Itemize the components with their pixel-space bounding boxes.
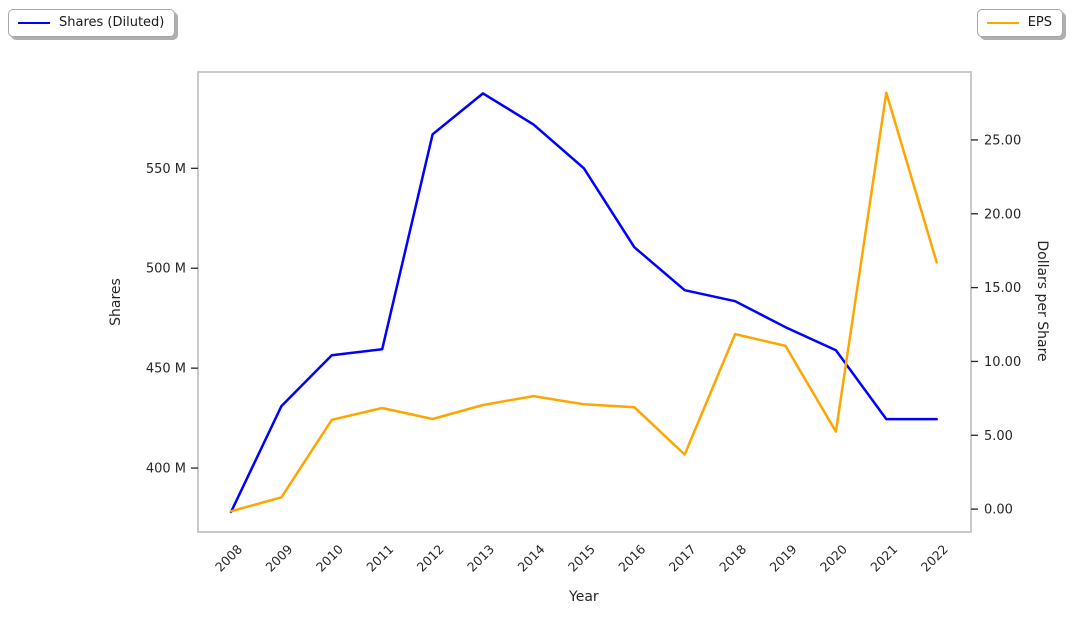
shares-line-swatch [18,22,50,24]
x-tick-label: 2011 [363,542,396,575]
left-tick-label: 450 M [146,362,186,377]
legend-eps[interactable]: EPS [976,9,1063,37]
series-line-eps [229,91,938,513]
right-tick-label: 25.00 [984,133,1021,148]
right-tick-label: 5.00 [984,429,1013,444]
right-tick-label: 0.00 [984,503,1013,518]
x-tick-label: 2012 [414,542,447,575]
x-tick-label: 2018 [716,541,749,574]
x-tick-label: 2010 [313,541,346,574]
left-axis-title: Shares [108,278,124,326]
left-tick-label: 400 M [146,462,186,477]
left-tick-label: 500 M [146,262,186,277]
x-axis-title: Year [568,589,599,605]
x-tick-label: 2013 [464,542,497,575]
eps-line-swatch [986,22,1019,24]
x-tick-label: 2015 [565,542,598,575]
x-tick-label: 2009 [262,541,295,574]
right-tick-label: 10.00 [984,355,1021,370]
x-tick-label: 2019 [766,541,799,574]
series-line-shares-diluted- [229,92,938,514]
left-tick-label: 550 M [146,162,186,177]
plot-frame [197,71,972,533]
x-tick-label: 2021 [867,542,900,575]
x-tick-label: 2017 [666,542,699,575]
right-axis-title: Dollars per Share [1034,240,1050,361]
right-tick-label: 15.00 [984,281,1021,296]
x-tick-label: 2022 [918,542,951,575]
legend-shares-label: Shares (Diluted) [59,15,165,30]
right-tick-label: 20.00 [984,207,1021,222]
x-tick-label: 2008 [212,541,245,574]
legend-shares-diluted[interactable]: Shares (Diluted) [8,9,176,37]
legend-eps-label: EPS [1027,15,1052,30]
x-tick-label: 2020 [817,541,850,574]
x-tick-label: 2016 [615,541,648,574]
x-tick-label: 2014 [514,541,547,574]
